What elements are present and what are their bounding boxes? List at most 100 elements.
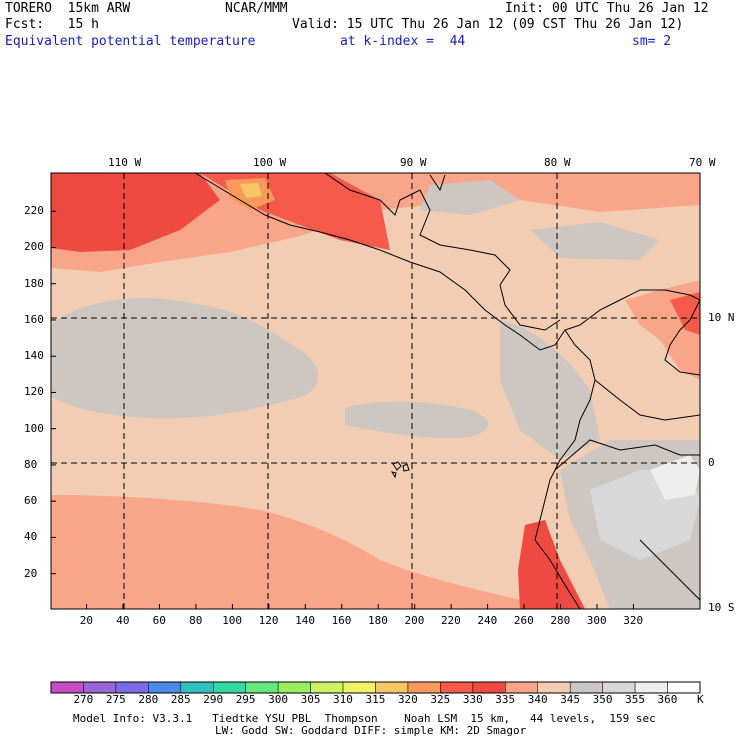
lat-label-10n: 10 N [708, 311, 735, 324]
y-tick-label: 60 [24, 494, 38, 508]
colorbar-label: 335 [495, 693, 516, 706]
colorbar-label: 285 [170, 693, 191, 706]
colorbar-label: 360 [657, 693, 678, 706]
colorbar-cells [50, 681, 701, 694]
y-tick-label: 160 [24, 312, 44, 326]
lat-lon-grid [51, 173, 700, 609]
model-name: TORERO 15km ARW [5, 1, 131, 16]
colorbar-cell [342, 681, 376, 694]
colorbar-cell [245, 681, 279, 694]
colorbar-label: 295 [235, 693, 256, 706]
x-tick-label: 280 [550, 614, 571, 627]
field-gray-coast [500, 320, 600, 460]
y-tick-label: 80 [24, 457, 38, 471]
field-gray-west [51, 297, 319, 419]
colorbar-cell [569, 681, 603, 694]
y-tick-label: 100 [24, 421, 44, 435]
colorbar-label: 300 [268, 693, 289, 706]
theta-e-field [51, 173, 700, 609]
x-tick-label: 120 [258, 614, 279, 627]
y-tick-label: 220 [24, 204, 44, 218]
valid-time: Valid: 15 UTC Thu 26 Jan 12 (09 CST Thu … [292, 17, 684, 32]
colorbar-cell [83, 681, 117, 694]
colorbar-label: 325 [430, 693, 451, 706]
field-red-northwest [51, 173, 220, 252]
colorbar-cell [310, 681, 344, 694]
colorbar-label: 280 [138, 693, 159, 706]
border-colombia [594, 379, 700, 421]
x-tick-label: 80 [189, 614, 203, 627]
x-tick-label: 160 [331, 614, 352, 627]
model-info-line1: Model Info: V3.3.1 Tiedtke YSU PBL Thomp… [73, 712, 656, 725]
colorbar-label: 345 [560, 693, 581, 706]
field-gray-center [345, 401, 489, 439]
border-peru-brazil [639, 539, 700, 601]
forecast-hour: Fcst: 15 h [5, 17, 99, 32]
model-info-line2: LW: Godd SW: Goddard DIFF: simple KM: 2D… [215, 724, 527, 737]
x-tick-label: 220 [440, 614, 461, 627]
x-tick-label: 100 [222, 614, 243, 627]
init-time: Init: 00 UTC Thu 26 Jan 12 [505, 1, 709, 16]
level-info: at k-index = 44 [340, 34, 466, 49]
colorbar-cell [375, 681, 409, 694]
colorbar-cell [472, 681, 506, 694]
smoothing-info: sm= 2 [632, 34, 672, 49]
field-gray-caribbean [530, 222, 660, 260]
colorbar-cell [440, 681, 474, 694]
colorbar-cell [277, 681, 311, 694]
lon-label-100w: 100 W [253, 156, 287, 169]
x-tick-label: 300 [586, 614, 607, 627]
colorbar-label: 305 [300, 693, 321, 706]
lon-label-110w: 110 W [108, 156, 142, 169]
x-tick-label: 320 [623, 614, 644, 627]
field-south-band [51, 495, 520, 609]
lon-label-70w: 70 W [689, 156, 716, 169]
colorbar-cell [602, 681, 636, 694]
colorbar-cell [115, 681, 149, 694]
colorbar-cell [667, 681, 701, 694]
colorbar-cell [213, 681, 246, 694]
colorbar-cell [505, 681, 538, 694]
coast-south-america-pacific [534, 329, 596, 609]
y-tick-label: 140 [24, 349, 44, 363]
colorbar-label: 310 [333, 693, 353, 706]
field-white-amazon [650, 455, 700, 500]
field-red-peru [518, 520, 585, 609]
lon-label-80w: 80 W [544, 156, 571, 169]
x-tick-label: 40 [116, 614, 130, 627]
colorbar-label: 320 [397, 693, 418, 706]
colorbar-cell [537, 681, 571, 694]
field-red-colombia [670, 292, 700, 335]
x-tick-label: 180 [368, 614, 388, 627]
lat-label-equator: 0 [708, 456, 715, 469]
field-name: Equivalent potential temperature [5, 34, 256, 49]
y-tick-label: 40 [24, 530, 38, 544]
colorbar-label: 340 [527, 693, 548, 706]
y-tick-label: 200 [24, 240, 44, 254]
x-tick-label: 20 [79, 614, 93, 627]
colorbar-cell [180, 681, 214, 694]
y-tick-label: 120 [24, 385, 44, 399]
x-tick-label: 140 [295, 614, 315, 627]
axis-ticks [51, 210, 634, 609]
y-tick-label: 180 [24, 276, 44, 290]
colorbar-label: 355 [625, 693, 645, 706]
colorbar-label: 350 [592, 693, 613, 706]
colorbar-label: 270 [73, 693, 94, 706]
field-gray-north [420, 180, 520, 215]
colorbar-frame [50, 681, 701, 694]
border-ecuador-peru [554, 439, 700, 471]
colorbar-label: 275 [105, 693, 126, 706]
field-yellow-mexico [240, 183, 262, 198]
x-tick-label: 60 [152, 614, 166, 627]
x-tick-label: 260 [513, 614, 534, 627]
map-frame [50, 172, 701, 610]
lon-label-90w: 90 W [400, 156, 427, 169]
colorbar-cell [407, 681, 441, 694]
lat-label-10s: 10 S [708, 601, 735, 614]
model-center: NCAR/MMM [225, 1, 288, 16]
coast-venezuela [664, 299, 700, 376]
y-tick-label: 20 [24, 566, 38, 580]
